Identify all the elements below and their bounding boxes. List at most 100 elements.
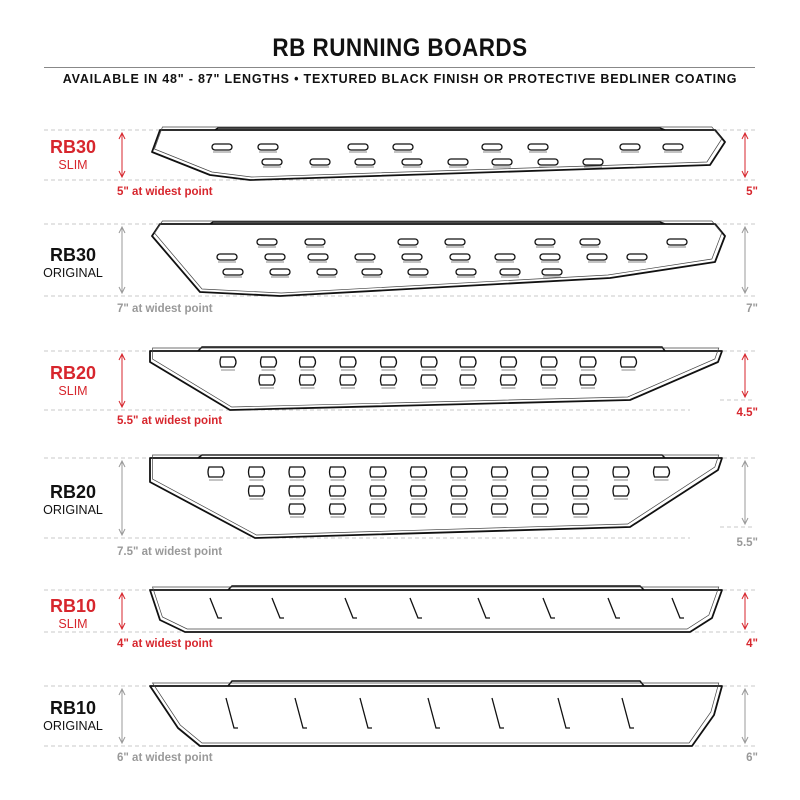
cup-hole [369, 466, 387, 478]
arrow-head-up [118, 591, 126, 600]
slot-hole [499, 268, 521, 276]
slot-hole [216, 253, 238, 261]
slot-hole [447, 158, 469, 166]
cup-hole [652, 466, 671, 478]
board-label: RB30 ORIGINAL [38, 245, 108, 281]
board-label: RB10 ORIGINAL [38, 698, 108, 734]
slot-hole [401, 158, 423, 166]
cup-hole [420, 356, 438, 368]
cup-hole [531, 503, 549, 515]
slot-hole [444, 238, 466, 246]
arrow-head-down [741, 286, 749, 295]
cup-hole [540, 356, 558, 368]
slash-cut [671, 597, 684, 619]
cup-hole [288, 485, 306, 497]
arrow-head-up [741, 131, 749, 140]
slot-hole [666, 238, 688, 246]
divider [44, 67, 755, 68]
model-variant: ORIGINAL [43, 719, 103, 733]
widest-point-label: 5" at widest point [117, 186, 213, 198]
cup-hole [531, 485, 549, 497]
cup-hole [379, 356, 398, 368]
model-name: RB30 [49, 245, 97, 265]
board-inner-edge [154, 126, 723, 178]
slot-hole [449, 253, 471, 261]
arrow-head-up [741, 687, 749, 696]
widest-point-label: 7.5" at widest point [117, 546, 223, 558]
cup-hole [450, 503, 468, 515]
cup-hole [409, 466, 428, 478]
model-name: RB20 [49, 363, 97, 383]
cup-hole [339, 356, 357, 368]
cup-hole [490, 466, 509, 478]
cup-hole [247, 466, 266, 478]
slash-cut [427, 697, 440, 729]
arrow-head-up [741, 225, 749, 234]
cup-hole [619, 356, 638, 368]
cup-hole [298, 374, 317, 386]
slot-hole [392, 143, 414, 151]
board-rb20-slim [44, 346, 755, 411]
board-inner-edge [152, 454, 720, 536]
slot-hole [354, 253, 376, 261]
model-variant: SLIM [58, 617, 88, 631]
slash-cut [409, 597, 422, 619]
slot-hole [407, 268, 429, 276]
board-label: RB20 ORIGINAL [38, 482, 108, 518]
cup-hole [339, 374, 357, 386]
arrow-head-up [118, 352, 126, 361]
arrow-head-down [118, 286, 126, 295]
slot-hole [586, 253, 608, 261]
cup-hole [571, 485, 590, 497]
slot-hole [261, 158, 283, 166]
slot-hole [619, 143, 641, 151]
widest-point-label: 6" at widest point [117, 752, 213, 764]
slot-hole [455, 268, 477, 276]
model-variant: SLIM [58, 158, 88, 172]
cup-hole [579, 374, 597, 386]
arrow-head-down [741, 622, 749, 631]
cup-hole [369, 485, 387, 497]
arrow-head-up [118, 687, 126, 696]
subtitle: AVAILABLE IN 48" - 87" LENGTHS • TEXTURE… [62, 72, 738, 86]
end-height-label: 7" [746, 303, 758, 315]
arrow-head-up [118, 459, 126, 468]
slot-hole [401, 253, 423, 261]
slot-hole [582, 158, 604, 166]
slot-hole [304, 238, 326, 246]
model-name: RB10 [49, 698, 97, 718]
slot-hole [257, 143, 279, 151]
slot-hole [316, 268, 338, 276]
slot-hole [539, 253, 561, 261]
cup-hole [288, 503, 306, 515]
cup-hole [288, 466, 306, 478]
arrow-head-down [741, 170, 749, 179]
cup-hole [420, 374, 438, 386]
slot-hole [307, 253, 329, 261]
cup-hole [571, 466, 590, 478]
model-name: RB10 [49, 596, 97, 616]
board-label: RB20 SLIM [38, 363, 108, 399]
end-height-label: 5" [746, 186, 758, 198]
slot-hole [222, 268, 244, 276]
cup-hole [379, 374, 398, 386]
arrow-head-down [741, 517, 749, 526]
board-outline [149, 685, 723, 747]
cup-hole [450, 485, 468, 497]
arrow-head-down [118, 622, 126, 631]
slash-cut [607, 597, 620, 619]
slash-cut [477, 597, 490, 619]
model-name: RB20 [49, 482, 97, 502]
arrow-head-up [741, 591, 749, 600]
slot-hole [491, 158, 513, 166]
board-rb20-original [44, 454, 755, 539]
slash-cut [557, 697, 570, 729]
slot-hole [347, 143, 369, 151]
cup-hole [579, 356, 597, 368]
slot-hole [397, 238, 419, 246]
slash-cut [621, 697, 634, 729]
cup-hole [450, 466, 468, 478]
cup-hole [247, 485, 266, 497]
arrow-head-down [741, 736, 749, 745]
end-height-label: 4.5" [736, 407, 758, 419]
